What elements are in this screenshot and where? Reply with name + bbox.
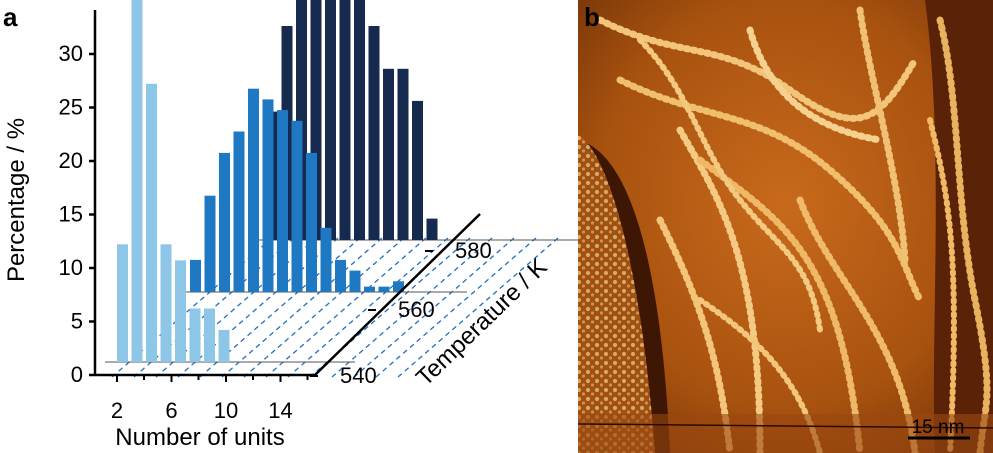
stm-bright-terrace-left (578, 135, 655, 453)
bar-560-1 (190, 259, 201, 292)
z-tick-label: 540 (340, 363, 377, 388)
y-tick-label: 0 (71, 362, 83, 387)
bar-580-5 (325, 0, 336, 240)
x-tick-label: 6 (165, 398, 177, 423)
stm-bottom-band (578, 414, 993, 453)
bar-540-5 (175, 260, 186, 362)
bar-560-2 (204, 195, 216, 292)
panel-a-chart: a 0 5 10 15 20 25 30 2 6 10 14 540 560 580 Percenta… (3, 0, 583, 451)
y-tick-label: 30 (59, 41, 83, 66)
bar-560-3 (219, 152, 230, 292)
bar-560-13 (364, 286, 375, 292)
z-axis-ticks: 540 560 580 (310, 238, 492, 388)
bar-580-3 (296, 0, 307, 240)
bar-540-3 (146, 83, 157, 363)
bar-580-12 (426, 218, 438, 240)
bar-560-14 (378, 286, 390, 292)
bar-540-6 (189, 308, 201, 362)
bar-580-10 (397, 68, 409, 240)
bar-560-9 (306, 152, 317, 292)
bar-560-15 (393, 281, 404, 292)
x-tick-label: 10 (214, 398, 238, 423)
bar-series-540 (117, 0, 230, 363)
bar-580-6 (339, 0, 351, 240)
bar-540-8 (218, 329, 230, 362)
bar-580-9 (383, 68, 394, 240)
y-tick-label: 25 (59, 95, 83, 120)
scale-bar-label: 15 nm (912, 417, 965, 438)
y-axis-title: Percentage / % (3, 118, 30, 282)
bar-540-2 (131, 0, 143, 362)
panel-b-stm-image: b 15 nm (577, 0, 993, 453)
bar-560-6 (262, 99, 274, 293)
y-tick-label: 20 (59, 148, 83, 173)
stm-dark-terrace-right (925, 0, 993, 453)
bar-560-5 (248, 88, 259, 292)
bar-580-8 (368, 26, 380, 240)
panel-b-letter: b (584, 2, 600, 32)
x-tick-label: 2 (111, 398, 123, 423)
bar-560-10 (320, 227, 332, 292)
x-axis-ticks: 2 6 10 14 (111, 375, 309, 423)
panel-a-letter: a (3, 2, 18, 32)
bar-560-8 (291, 120, 303, 292)
z-axis-line (314, 213, 481, 376)
y-axis-ticks: 0 5 10 15 20 25 30 (59, 41, 95, 387)
bar-540-7 (204, 308, 215, 362)
z-tick-label: 560 (398, 297, 435, 322)
z-axis-title: Temperature / K (411, 254, 553, 392)
bar-series-560 (190, 88, 404, 293)
y-tick-label: 5 (71, 309, 83, 334)
bar-560-11 (335, 259, 346, 292)
x-tick-label: 14 (268, 398, 292, 423)
z-tick-label: 580 (455, 238, 492, 263)
y-tick-label: 10 (59, 255, 83, 280)
bar-560-7 (277, 110, 288, 292)
x-axis-title: Number of units (115, 424, 284, 451)
y-tick-label: 15 (59, 202, 83, 227)
bar-series-group (117, 0, 438, 363)
stm-scan-line (577, 423, 993, 429)
bar-540-1 (117, 244, 128, 362)
bar-580-4 (310, 0, 322, 241)
bar-560-4 (233, 131, 245, 292)
bar-580-7 (354, 0, 365, 241)
bar-580-11 (412, 100, 423, 241)
bar-560-12 (349, 270, 361, 292)
bar-540-4 (160, 244, 172, 362)
